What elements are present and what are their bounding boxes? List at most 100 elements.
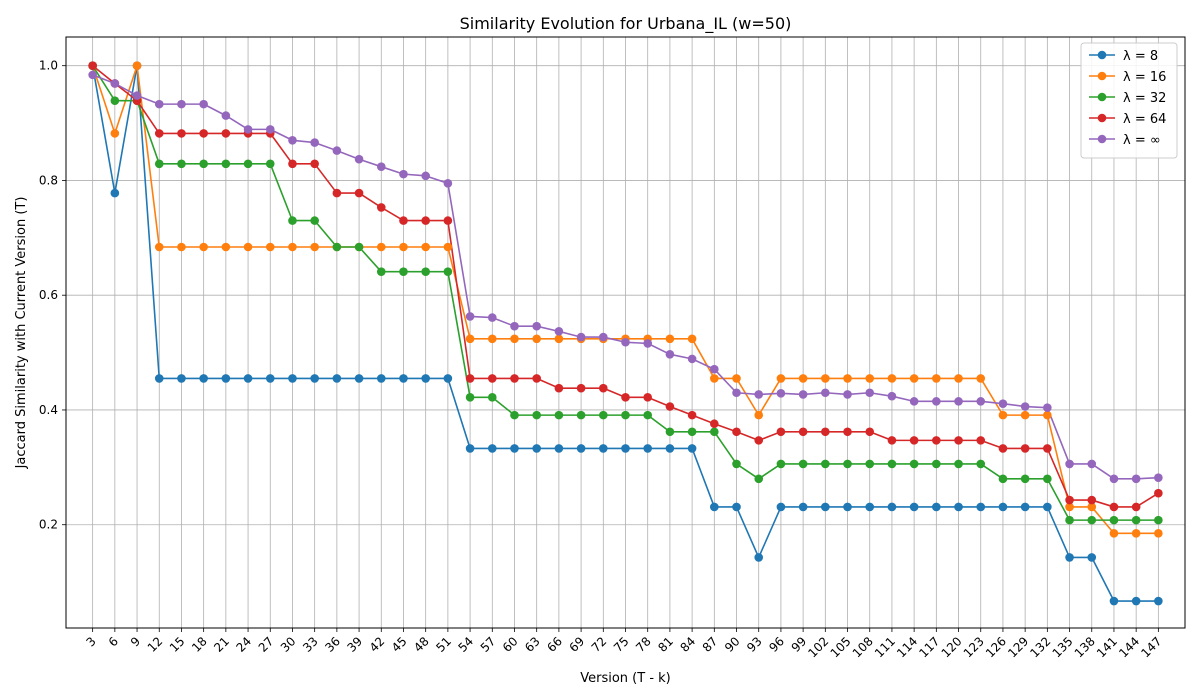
legend: λ = 8 λ = 16 λ = 32 λ = 64 λ = ∞ [1080,42,1178,159]
data-point [199,242,208,252]
legend-marker [1097,92,1107,102]
data-point [998,502,1008,512]
data-point [465,374,475,383]
data-point [288,216,297,225]
data-point [998,474,1008,484]
data-point [576,383,586,393]
data-point [1065,495,1074,505]
data-point [776,389,786,398]
data-point [754,553,764,562]
data-point [465,312,475,321]
legend-marker [1097,71,1107,81]
data-point [687,427,697,437]
data-point [932,502,941,512]
data-point [865,374,875,383]
data-point [399,267,408,276]
y-axis-label: Jaccard Similarity with Current Version … [14,197,29,470]
legend-marker [1097,113,1107,123]
data-point [687,334,697,344]
data-point [932,397,941,406]
data-point [532,321,541,331]
data-point [443,267,453,276]
y-tick-label: 0.8 [39,173,58,187]
data-point [798,502,808,512]
data-point [665,350,675,359]
data-point [643,410,653,420]
data-point [643,393,653,402]
data-point [821,374,830,383]
data-point [376,203,386,212]
legend-label: λ = ∞ [1123,133,1161,148]
data-point [576,410,586,420]
data-point [399,242,408,252]
data-point [710,364,719,374]
data-point [976,502,986,512]
data-point [732,388,741,398]
data-point [776,374,786,383]
legend-box [1080,42,1178,159]
data-point [554,334,564,344]
data-point [1020,402,1030,411]
data-point [1087,502,1097,512]
data-point [265,159,275,169]
data-point [909,374,919,383]
data-point [1043,502,1052,512]
data-point [909,436,919,445]
data-point [1131,529,1141,538]
data-point [821,427,830,437]
data-point [932,374,941,383]
data-point [221,111,231,120]
data-point [354,154,364,164]
data-point [532,334,541,344]
data-point [976,374,986,383]
data-point [1087,459,1097,469]
data-point [199,129,208,138]
data-point [421,171,430,181]
data-point [1131,502,1141,512]
data-point [687,410,697,420]
y-tick-label: 0.2 [39,518,58,532]
data-point [1109,502,1119,512]
data-point [154,129,164,138]
data-point [332,188,342,198]
data-point [399,169,408,179]
data-point [665,334,675,344]
data-point [932,459,941,469]
data-point [532,374,541,383]
data-point [443,179,453,188]
data-point [421,216,430,225]
data-point [710,419,719,429]
data-point [376,267,386,276]
data-point [754,436,764,445]
data-point [1065,502,1074,512]
data-point [710,374,719,383]
data-point [288,242,297,252]
legend-marker [1097,134,1107,144]
data-point [199,159,208,169]
data-point [798,390,808,399]
data-point [177,159,186,169]
data-point [1131,596,1141,606]
data-point [887,436,897,445]
legend-label: λ = 64 [1123,112,1166,127]
data-point [221,159,231,169]
data-point [199,374,208,383]
data-point [843,459,852,469]
data-point [421,242,430,252]
data-point [909,502,919,512]
data-point [665,427,675,437]
data-point [221,129,231,138]
data-point [554,383,564,393]
data-point [1154,473,1163,482]
series-points [88,61,1163,606]
data-point [887,391,897,401]
data-point [909,397,919,406]
data-point [154,159,164,169]
y-tick-label: 0.6 [39,288,58,302]
data-point [1109,474,1119,484]
legend-label: λ = 32 [1123,91,1166,106]
data-point [1154,488,1163,498]
data-point [998,410,1008,420]
data-point [1131,474,1141,484]
data-point [621,393,630,402]
